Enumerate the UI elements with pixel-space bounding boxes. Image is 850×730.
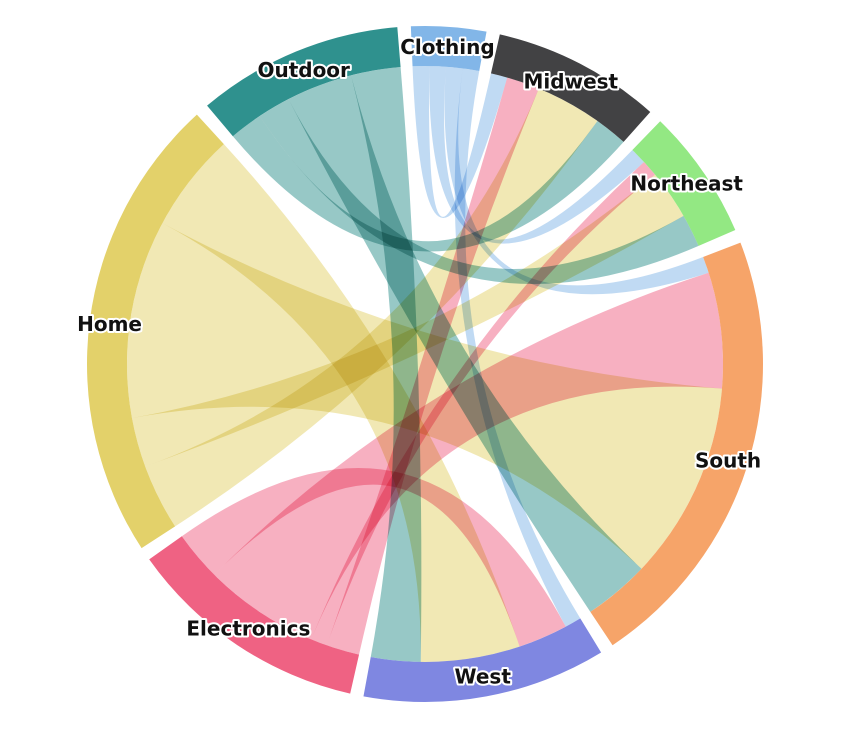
- ribbons-layer: [126, 66, 724, 663]
- ribbon-outdoor-to-west: [351, 67, 422, 662]
- node-arc-south: [590, 242, 764, 646]
- ribbon-electronics-to-west: [181, 468, 566, 647]
- ribbon-clothing-to-northeast: [429, 66, 645, 244]
- node-arc-clothing: [410, 25, 487, 71]
- node-label-clothing: Clothing: [400, 35, 494, 59]
- node-arc-electronics: [149, 536, 360, 694]
- node-arc-northeast: [632, 121, 736, 246]
- node-label-northeast: Northeast: [630, 171, 743, 195]
- ribbon-outdoor-to-midwest: [232, 116, 624, 252]
- node-labels-layer: Clothing Midwest Northeast South West Electro…: [75, 33, 763, 691]
- node-label-outdoor: Outdoor: [257, 58, 350, 82]
- ribbon-outdoor-to-south: [288, 75, 642, 612]
- ribbon-home-to-west: [162, 144, 520, 663]
- ribbon-clothing-to-west: [454, 68, 581, 627]
- ribbon-home-to-south: [126, 223, 722, 569]
- ribbon-clothing-to-south: [444, 66, 709, 295]
- node-label-west: West: [455, 665, 512, 689]
- node-arcs-layer: [87, 25, 764, 702]
- node-arc-home: [87, 114, 224, 549]
- node-arc-west: [363, 618, 602, 702]
- node-arc-outdoor: [207, 27, 401, 137]
- ribbon-clothing-to-midwest: [412, 66, 508, 219]
- node-arc-midwest: [490, 34, 651, 142]
- node-label-electronics: Electronics: [186, 616, 310, 640]
- node-label-midwest: Midwest: [524, 69, 619, 93]
- node-label-home: Home: [77, 312, 142, 336]
- ribbon-electronics-to-south: [214, 272, 724, 640]
- node-label-south: South: [695, 448, 761, 472]
